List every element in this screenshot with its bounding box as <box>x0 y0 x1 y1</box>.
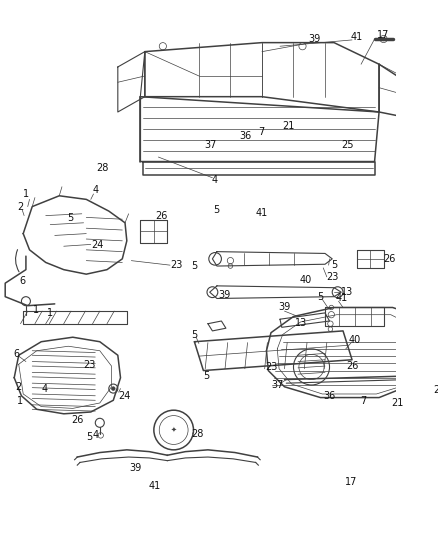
Text: 4: 4 <box>212 175 218 184</box>
Text: 7: 7 <box>360 396 366 406</box>
Text: 23: 23 <box>83 360 95 370</box>
Text: 41: 41 <box>148 481 161 491</box>
Circle shape <box>111 387 115 390</box>
Text: 6: 6 <box>19 276 25 286</box>
Text: 40: 40 <box>298 275 311 285</box>
Text: 41: 41 <box>350 32 362 42</box>
Text: 5: 5 <box>86 432 92 442</box>
Text: 1: 1 <box>17 396 23 406</box>
Text: 1: 1 <box>23 189 29 199</box>
Text: 21: 21 <box>390 398 403 408</box>
Text: 25: 25 <box>432 385 438 395</box>
Circle shape <box>379 35 386 43</box>
Text: 26: 26 <box>155 211 167 221</box>
Text: 39: 39 <box>129 463 141 473</box>
Circle shape <box>427 387 431 390</box>
Text: 5: 5 <box>191 261 197 271</box>
Text: 5: 5 <box>203 371 209 381</box>
Text: 4: 4 <box>41 384 47 394</box>
Text: 4: 4 <box>92 430 99 440</box>
Text: 2: 2 <box>18 201 24 212</box>
Text: 17: 17 <box>344 477 356 487</box>
Text: 37: 37 <box>204 141 216 150</box>
Text: 40: 40 <box>348 335 360 345</box>
Text: 7: 7 <box>257 127 263 137</box>
Text: 1: 1 <box>33 305 39 314</box>
Text: 5: 5 <box>191 329 197 340</box>
Text: 26: 26 <box>383 254 395 264</box>
Text: 2: 2 <box>15 382 21 392</box>
Text: 39: 39 <box>218 290 230 300</box>
Text: 26: 26 <box>346 361 358 372</box>
Text: 28: 28 <box>191 429 203 439</box>
Text: 5: 5 <box>212 205 219 215</box>
Text: 13: 13 <box>341 287 353 297</box>
Text: 21: 21 <box>282 122 294 131</box>
Text: 28: 28 <box>96 163 109 173</box>
Text: 5: 5 <box>330 260 336 270</box>
Text: 39: 39 <box>278 303 290 312</box>
Text: 1: 1 <box>47 308 53 318</box>
Text: 41: 41 <box>334 294 346 303</box>
Text: 5: 5 <box>317 292 323 302</box>
Text: 6: 6 <box>14 349 20 359</box>
Text: 23: 23 <box>170 260 182 270</box>
Text: 25: 25 <box>341 141 353 150</box>
Text: 4: 4 <box>92 185 98 196</box>
Text: 36: 36 <box>238 131 251 141</box>
Text: 24: 24 <box>91 240 103 250</box>
Text: 17: 17 <box>377 30 389 41</box>
Text: 41: 41 <box>255 208 267 217</box>
Text: 24: 24 <box>118 391 130 401</box>
Text: 37: 37 <box>271 380 283 390</box>
Text: 13: 13 <box>294 318 307 328</box>
Text: 36: 36 <box>323 391 335 401</box>
Text: ✦: ✦ <box>170 427 176 433</box>
Circle shape <box>381 37 385 41</box>
Text: 5: 5 <box>67 213 73 222</box>
Text: 26: 26 <box>71 415 84 425</box>
Text: 23: 23 <box>265 362 277 373</box>
Text: 23: 23 <box>325 272 338 282</box>
Text: 39: 39 <box>307 34 320 44</box>
